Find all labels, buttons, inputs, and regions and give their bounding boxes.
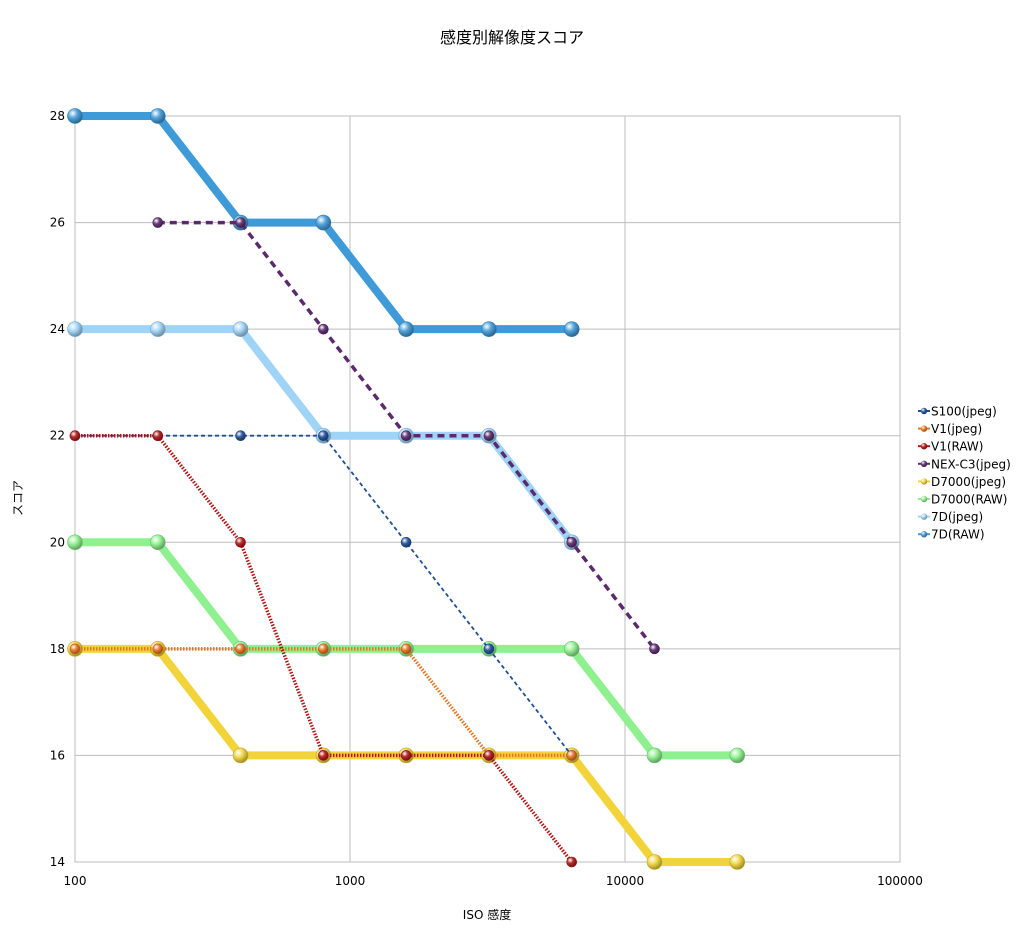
legend-item: S100(jpeg)	[918, 405, 997, 419]
data-point	[563, 321, 580, 337]
x-tick-label: 10000	[606, 874, 644, 888]
data-point	[152, 430, 164, 442]
data-point	[69, 430, 81, 442]
y-tick-label: 18	[50, 642, 65, 656]
data-point	[318, 750, 329, 761]
legend-item: V1(jpeg)	[918, 422, 982, 436]
data-point	[400, 430, 412, 442]
data-point	[235, 430, 246, 442]
data-point	[235, 643, 246, 655]
legend-item: D7000(RAW)	[918, 493, 1007, 507]
y-tick-label: 28	[50, 109, 65, 123]
data-point	[646, 747, 663, 764]
data-point	[152, 217, 164, 228]
series-line	[75, 434, 573, 756]
data-point	[483, 750, 495, 761]
data-point	[566, 536, 577, 548]
legend-item: V1(RAW)	[918, 440, 983, 454]
y-tick-label: 16	[50, 748, 65, 762]
data-point	[149, 321, 166, 337]
data-point	[67, 321, 83, 337]
data-point	[400, 643, 412, 655]
data-point	[483, 430, 495, 442]
chart-title: 感度別解像度スコア	[440, 28, 584, 47]
data-point	[566, 856, 577, 868]
legend-label: 7D(jpeg)	[931, 510, 983, 524]
x-tick-label: 100000	[877, 874, 923, 888]
legend-item: D7000(jpeg)	[918, 475, 1006, 489]
legend-swatch-marker	[920, 495, 928, 503]
x-axis-label: ISO 感度	[463, 907, 511, 922]
legend-item: 7D(jpeg)	[918, 510, 983, 524]
y-tick-label: 22	[50, 429, 65, 443]
legend-swatch-marker	[920, 531, 928, 538]
y-tick-label: 24	[50, 322, 65, 336]
data-point	[315, 214, 332, 231]
legend-label: D7000(RAW)	[931, 493, 1007, 507]
legend-label: D7000(jpeg)	[931, 475, 1006, 489]
legend-label: V1(RAW)	[931, 440, 983, 454]
y-tick-label: 14	[50, 855, 65, 869]
data-point	[318, 323, 329, 335]
data-point	[318, 643, 329, 655]
legend-item: 7D(RAW)	[918, 528, 985, 542]
data-point	[566, 750, 577, 761]
axes: 14 16 18 20 22 24 26 28 100 1000 10000 100000	[50, 109, 923, 888]
series-v1-jpeg-	[69, 643, 577, 761]
data-point	[398, 321, 414, 337]
data-point	[235, 217, 246, 228]
data-point	[152, 643, 164, 655]
data-point	[69, 643, 81, 655]
legend-label: NEX-C3(jpeg)	[931, 457, 1011, 471]
data-point	[235, 536, 246, 548]
data-point	[149, 108, 166, 124]
data-point	[318, 430, 329, 442]
data-point	[729, 747, 746, 764]
data-point	[483, 643, 495, 655]
x-tick-label: 100	[64, 874, 87, 888]
data-point	[67, 108, 83, 124]
data-point	[400, 536, 412, 548]
data-point	[649, 643, 660, 655]
y-tick-label: 20	[50, 535, 65, 549]
legend-swatch-marker	[920, 407, 928, 415]
data-point	[232, 321, 249, 337]
series-v1-raw-	[69, 430, 577, 868]
data-point	[481, 321, 497, 337]
series-line	[75, 647, 572, 758]
legend-swatch-marker	[920, 513, 928, 520]
series-7d-raw-	[67, 108, 580, 337]
plot-frame	[74, 115, 901, 863]
data-point	[149, 534, 166, 551]
legend-label: V1(jpeg)	[931, 422, 982, 436]
legend-item: NEX-C3(jpeg)	[918, 457, 1011, 471]
data-point	[400, 750, 412, 761]
legend-label: S100(jpeg)	[931, 405, 997, 419]
legend-swatch-marker	[920, 478, 928, 485]
legend: S100(jpeg) V1(jpeg) V1(RAW) NEX-C3(jpeg) D70…	[918, 405, 1011, 542]
x-tick-label: 1000	[335, 874, 366, 888]
data-point	[232, 747, 249, 764]
legend-swatch-marker	[920, 443, 928, 450]
data-point	[563, 641, 580, 657]
data-point	[646, 854, 663, 870]
y-tick-label: 26	[50, 216, 65, 230]
data-point	[67, 534, 83, 551]
y-axis-label: スコア	[11, 480, 25, 516]
series-layer	[67, 108, 746, 870]
legend-swatch-marker	[920, 460, 928, 467]
data-point	[729, 854, 746, 870]
legend-swatch-marker	[920, 425, 928, 432]
series-nex-c3-jpeg-	[152, 217, 660, 655]
series-s100-jpeg-	[69, 430, 577, 761]
legend-label: 7D(RAW)	[931, 528, 985, 542]
